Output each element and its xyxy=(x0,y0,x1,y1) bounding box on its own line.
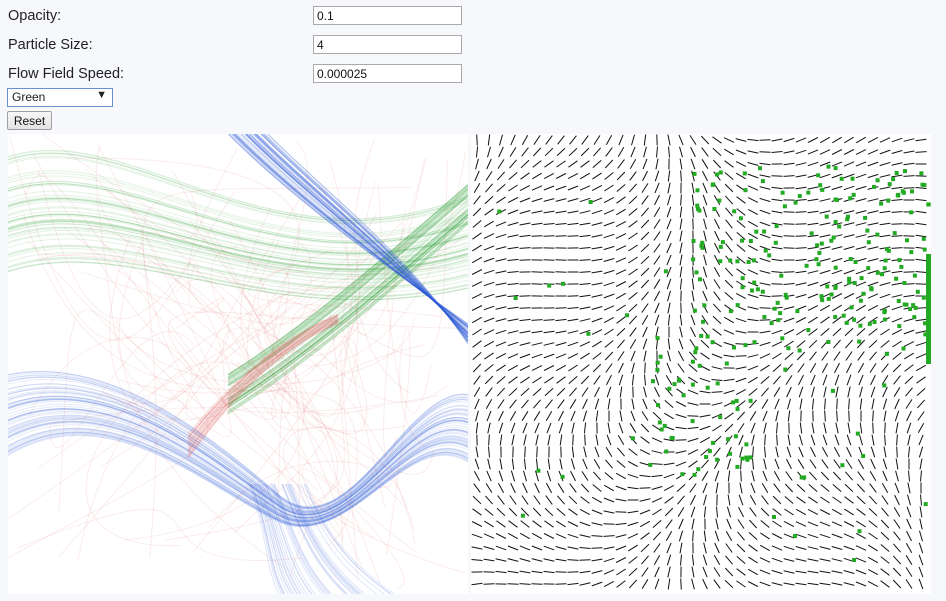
particle-size-label: Particle Size: xyxy=(8,37,93,53)
flow-speed-input[interactable] xyxy=(313,64,462,83)
flow-field-drawing xyxy=(471,134,931,590)
opacity-row: Opacity: xyxy=(8,6,468,28)
flow-field-canvas[interactable] xyxy=(471,134,931,594)
reset-button[interactable]: Reset xyxy=(7,111,52,130)
particle-size-input[interactable] xyxy=(313,35,462,54)
flow-speed-label: Flow Field Speed: xyxy=(8,66,125,82)
chevron-down-icon: ▼ xyxy=(96,89,107,101)
particle-size-row: Particle Size: xyxy=(8,35,468,57)
controls-panel: Opacity: Particle Size: Flow Field Speed… xyxy=(0,0,946,132)
particle-trail-canvas[interactable] xyxy=(8,134,468,594)
flow-speed-row: Flow Field Speed: xyxy=(8,64,468,86)
opacity-input[interactable] xyxy=(313,6,462,25)
color-select[interactable]: Green ▼ xyxy=(7,88,113,107)
opacity-label: Opacity: xyxy=(8,8,62,24)
trail-drawing xyxy=(8,134,468,594)
color-select-value: Green xyxy=(12,90,46,104)
